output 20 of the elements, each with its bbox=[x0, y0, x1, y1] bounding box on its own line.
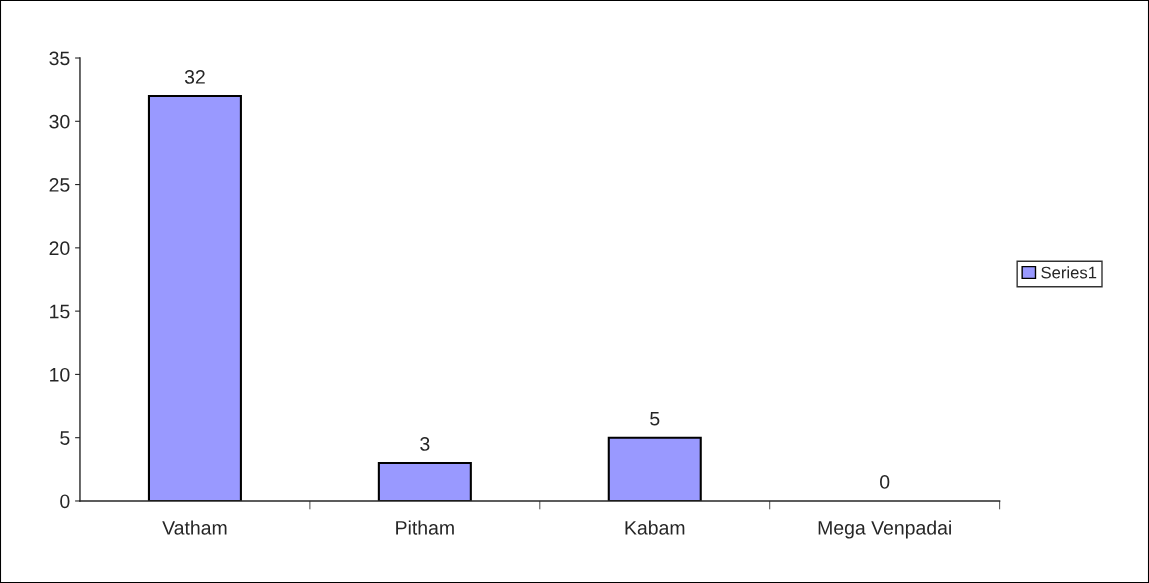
legend-label: Series1 bbox=[1041, 266, 1097, 279]
y-tick-label: 0 bbox=[60, 494, 70, 509]
x-tick-label: Mega Venpadai bbox=[818, 520, 951, 539]
y-tick-label: 10 bbox=[50, 367, 70, 382]
x-tick-label: Pitham bbox=[396, 520, 454, 535]
bar bbox=[147, 94, 242, 501]
data-label: 5 bbox=[650, 411, 660, 426]
y-tick-label: 35 bbox=[49, 51, 70, 66]
y-tick-label: 30 bbox=[49, 114, 70, 129]
y-tick-label: 25 bbox=[49, 178, 70, 192]
data-label: 32 bbox=[184, 70, 205, 84]
y-tick-label: 20 bbox=[49, 241, 70, 256]
data-label: 3 bbox=[420, 437, 430, 451]
bar bbox=[607, 436, 702, 501]
x-tick-label: Kabam bbox=[625, 520, 685, 535]
x-tick-label: Vatham bbox=[162, 520, 227, 535]
y-tick-label: 5 bbox=[60, 431, 70, 445]
data-label: 0 bbox=[880, 475, 890, 489]
y-tick-label: 15 bbox=[50, 304, 70, 319]
bar bbox=[377, 461, 472, 501]
